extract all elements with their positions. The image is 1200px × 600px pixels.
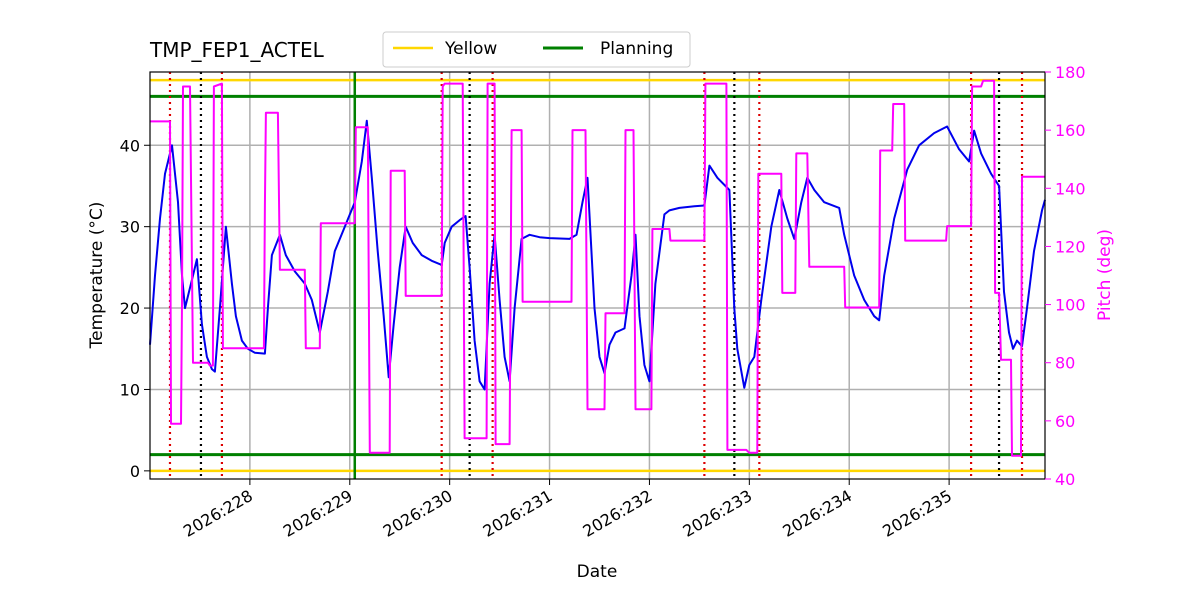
y-axis-label: Temperature (°C) <box>87 202 107 350</box>
x-axis-label: Date <box>577 562 618 582</box>
y-tick-label: 20 <box>120 299 140 318</box>
y-tick-label: 10 <box>120 380 140 399</box>
series-line-temperature <box>149 119 1046 391</box>
y2-tick-label: 160 <box>1055 121 1086 140</box>
y2-tick-label: 140 <box>1055 179 1086 198</box>
y2-tick-label: 40 <box>1055 470 1075 489</box>
y2-axis-label: Pitch (deg) <box>1095 229 1115 321</box>
y-tick-label: 0 <box>130 462 140 481</box>
y2-tick-label: 80 <box>1055 354 1075 373</box>
y2-tick-label: 120 <box>1055 237 1086 256</box>
legend: Yellow Planning <box>382 31 691 68</box>
chart-title: TMP_FEP1_ACTEL <box>149 38 325 62</box>
limit-lines-layer <box>150 72 1045 479</box>
y2-tick-label: 180 <box>1055 63 1086 82</box>
series-line-pitch <box>150 79 1045 457</box>
y2-axis-ticks: 40 60 80 100 120 140 160 180 <box>1045 63 1086 489</box>
legend-label-yellow: Yellow <box>444 39 497 59</box>
legend-box <box>382 31 691 68</box>
y-axis-ticks: 0 10 20 30 40 <box>120 136 150 481</box>
y-tick-label: 30 <box>120 218 140 237</box>
y-tick-label: 40 <box>120 136 140 155</box>
y2-tick-label: 60 <box>1055 412 1075 431</box>
y2-tick-label: 100 <box>1055 296 1086 315</box>
plot-frame <box>149 71 1046 480</box>
legend-label-planning: Planning <box>600 39 673 59</box>
series-layer <box>149 79 1046 457</box>
